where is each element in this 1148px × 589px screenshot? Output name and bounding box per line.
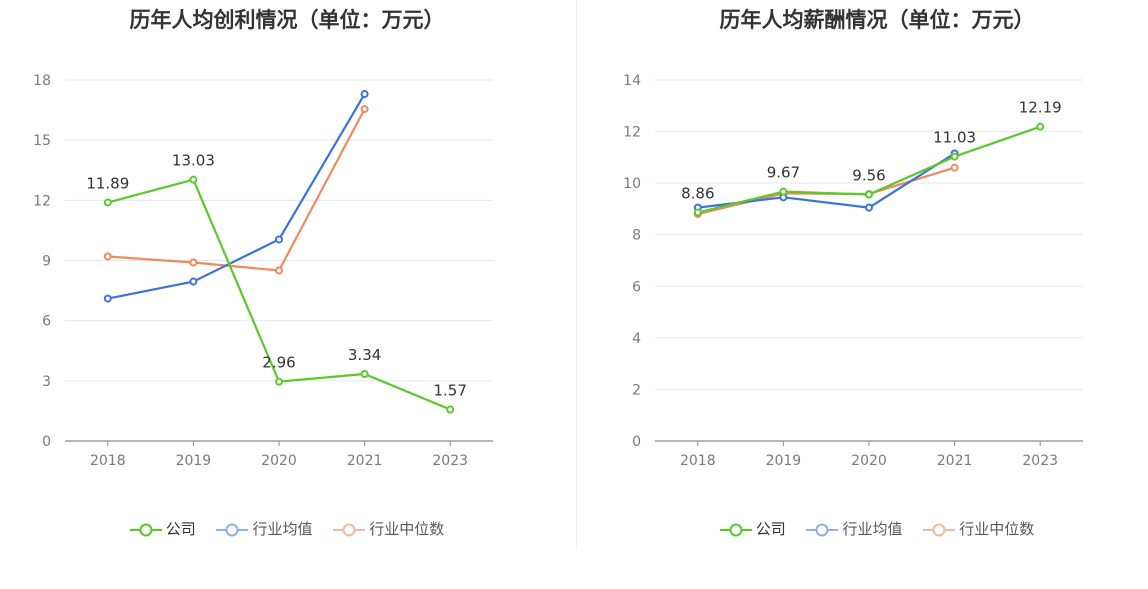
- salary-chart-legend: 公司 行业均值 行业中位数: [590, 518, 1148, 539]
- salary-x-tick-label: 2019: [766, 453, 802, 469]
- legend-label-company: 公司: [165, 520, 196, 538]
- salary-company-data-label: 12.19: [1019, 99, 1062, 117]
- profit-company-point: [275, 377, 283, 386]
- profit-chart-legend: 公司 行业均值 行业中位数: [0, 518, 574, 539]
- salary-y-tick-label: 2: [632, 382, 641, 398]
- salary-company-point: [865, 190, 873, 199]
- profit-industry-average-point: [189, 277, 198, 286]
- profit-industry-median-point: [275, 266, 283, 275]
- salary-y-tick-label: 4: [632, 331, 641, 347]
- profit-company-point: [446, 405, 455, 414]
- profit-y-tick-label: 6: [42, 314, 51, 330]
- profit-x-tick-label: 2021: [347, 453, 383, 469]
- profit-company-point: [360, 370, 369, 379]
- profit-industry-median-point: [360, 105, 369, 114]
- salary-x-tick-label: 2023: [1022, 453, 1058, 469]
- salary-chart-title: 历年人均薪酬情况（单位：万元）: [719, 8, 1035, 32]
- salary-y-tick-label: 10: [623, 176, 641, 192]
- profit-y-tick-label: 18: [33, 73, 51, 89]
- legend-label-industry-median: 行业中位数: [959, 520, 1035, 538]
- salary-company-data-label: 11.03: [933, 129, 976, 147]
- profit-company-line: [107, 178, 451, 411]
- profit-chart-title: 历年人均创利情况（单位：万元）: [129, 8, 445, 32]
- panel-divider: [576, 0, 577, 550]
- profit-y-tick-label: 0: [42, 434, 51, 450]
- salary-x-tick-label: 2020: [851, 453, 887, 469]
- profit-x-tick-label: 2018: [90, 453, 126, 469]
- profit-company-point: [103, 198, 112, 207]
- legend-label-industry-average: 行业均值: [842, 520, 903, 538]
- profit-x-tick-label: 2023: [432, 453, 468, 469]
- profit-industry-average-line: [107, 93, 366, 300]
- profit-y-tick-label: 3: [42, 374, 51, 390]
- profit-industry-median-point: [189, 258, 198, 267]
- profit-chart-panel: 历年人均创利情况（单位：万元） 0 3 6 9 12 15 18 2018 2019 2020 20…: [0, 8, 574, 539]
- profit-company-data-label: 13.03: [172, 152, 215, 170]
- salary-company-point: [1036, 122, 1045, 131]
- profit-y-tick-label: 15: [33, 133, 51, 149]
- legend-label-industry-median: 行业中位数: [369, 520, 445, 538]
- legend-item-company[interactable]: 公司: [129, 518, 196, 539]
- salary-y-tick-label: 6: [632, 279, 641, 295]
- profit-company-data-label: 1.57: [433, 382, 466, 400]
- profit-x-tick-label: 2019: [176, 453, 212, 469]
- salary-industry-average-point: [865, 203, 873, 212]
- salary-y-tick-label: 8: [632, 228, 641, 244]
- profit-company-data-label: 2.96: [262, 354, 295, 372]
- salary-company-point: [779, 187, 788, 196]
- profit-company-data-label: 3.34: [348, 346, 381, 364]
- legend-item-industry-median[interactable]: 行业中位数: [333, 518, 444, 539]
- salary-y-tick-label: 0: [632, 434, 641, 450]
- salary-y-tick-label: 12: [623, 125, 641, 141]
- legend-item-industry-median[interactable]: 行业中位数: [923, 518, 1034, 539]
- salary-company-point: [693, 208, 702, 217]
- legend-item-company[interactable]: 公司: [719, 518, 786, 539]
- salary-company-data-label: 8.86: [681, 185, 714, 203]
- salary-company-point: [950, 152, 959, 161]
- profit-industry-average-point: [275, 235, 283, 244]
- profit-company-data-label: 11.89: [86, 175, 129, 193]
- profit-y-tick-label: 9: [42, 254, 51, 270]
- legend-item-industry-average[interactable]: 行业均值: [216, 518, 313, 539]
- profit-line-chart: 0 3 6 9 12 15 18 2018 2019 2020 2021 2023 11.89 13.03…: [33, 73, 493, 469]
- legend-label-industry-average: 行业均值: [252, 520, 313, 538]
- legend-item-industry-average[interactable]: 行业均值: [806, 518, 903, 539]
- profit-y-tick-label: 12: [33, 193, 51, 209]
- salary-x-tick-label: 2018: [680, 453, 716, 469]
- salary-chart-panel: 历年人均薪酬情况（单位：万元） 0 2 4 6 8 10 12 14 2018 2019 2020 2…: [590, 0, 1148, 589]
- salary-industry-median-point: [950, 163, 959, 172]
- profit-industry-median-line: [107, 108, 366, 272]
- profit-x-tick-label: 2020: [261, 453, 297, 469]
- profit-industry-average-point: [103, 294, 112, 303]
- salary-y-tick-label: 14: [623, 73, 641, 89]
- legend-label-company: 公司: [755, 520, 786, 538]
- salary-x-tick-label: 2021: [937, 453, 973, 469]
- salary-line-chart: 0 2 4 6 8 10 12 14 2018 2019 2020 2021 2023 8.86 9.67 9…: [623, 73, 1083, 469]
- salary-company-data-label: 9.56: [852, 166, 885, 184]
- profit-company-point: [189, 175, 198, 184]
- profit-industry-average-point: [360, 90, 369, 99]
- salary-company-data-label: 9.67: [767, 164, 800, 182]
- profit-industry-median-point: [103, 252, 112, 261]
